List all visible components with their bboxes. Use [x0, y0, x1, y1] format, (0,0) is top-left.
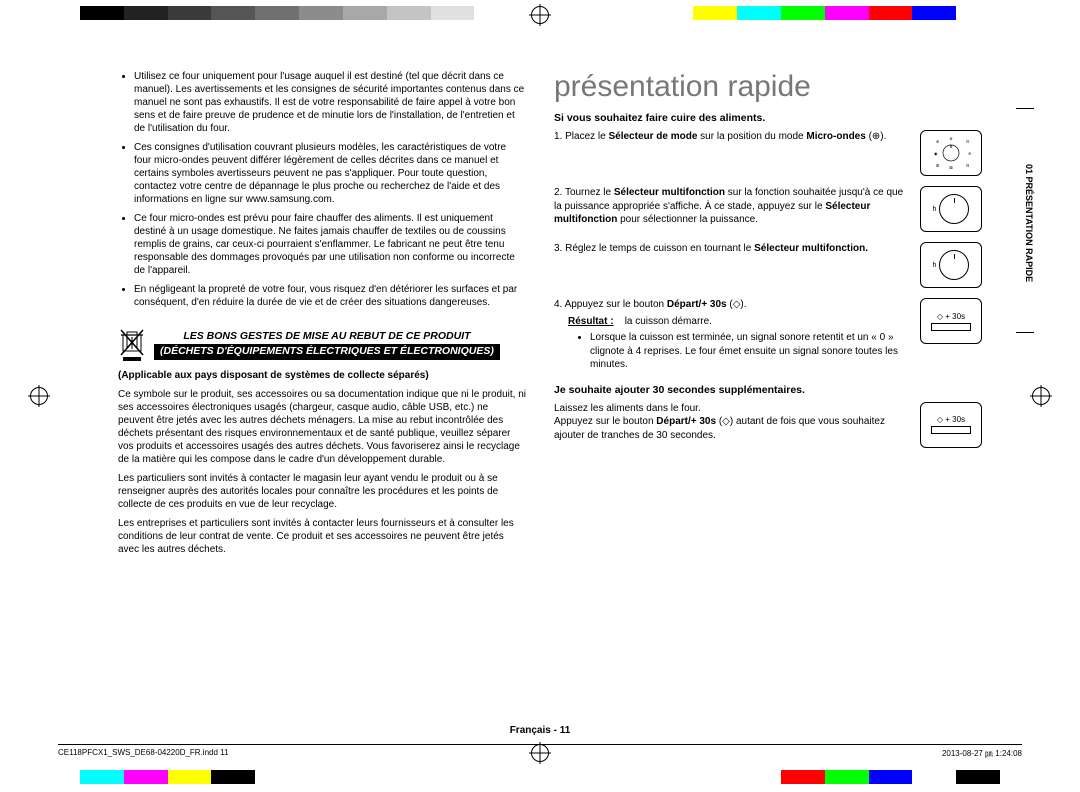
instruction-text: Laissez les aliments dans le four.: [554, 402, 910, 416]
list-item: Utilisez ce four uniquement pour l'usage…: [134, 70, 526, 135]
weee-paragraph: Les particuliers sont invités à contacte…: [118, 472, 526, 511]
step-text: (◇).: [727, 299, 747, 310]
step-text: 4. Appuyez sur le bouton: [554, 299, 667, 310]
registration-mark-icon: [1032, 387, 1050, 405]
svg-text:⊠: ⊠: [949, 165, 952, 170]
step-1: 1. Placez le Sélecteur de mode sur la po…: [554, 130, 982, 176]
icon-label: + 30s: [945, 312, 965, 321]
svg-text:※: ※: [949, 136, 952, 141]
page-title: présentation rapide: [554, 70, 982, 104]
subsection-heading: Je souhaite ajouter 30 secondes suppléme…: [554, 384, 982, 396]
step-text: (⊕).: [866, 131, 887, 142]
instruction-text-bold: Départ/+ 30s: [656, 416, 716, 427]
step-text-bold: Sélecteur multifonction: [614, 187, 725, 198]
svg-text:⊞: ⊞: [936, 163, 939, 168]
svg-text:⊟: ⊟: [966, 163, 969, 168]
weee-bin-icon: [118, 327, 146, 363]
weee-paragraph: Les entreprises et particuliers sont inv…: [118, 517, 526, 556]
print-timestamp: 2013-08-27 ㏘ 1:24:08: [942, 748, 1022, 760]
step-text: pour sélectionner la puissance.: [617, 214, 758, 225]
step-text: 3. Réglez le temps de cuisson en tournan…: [554, 243, 754, 254]
icon-label: + 30s: [945, 415, 965, 424]
svg-text:⊕: ⊕: [936, 139, 939, 144]
start-button-icon: ◇ + 30s: [920, 298, 982, 344]
subsection-heading: Si vous souhaitez faire cuire des alimen…: [554, 112, 982, 124]
svg-text:≋: ≋: [968, 151, 971, 156]
left-column: Utilisez ce four uniquement pour l'usage…: [118, 70, 526, 710]
registration-mark-icon: [30, 387, 48, 405]
step-text-bold: Départ/+ 30s: [667, 299, 727, 310]
color-bar-bottom: [80, 770, 1000, 784]
step-text: 1. Placez le: [554, 131, 608, 142]
result-bullet: Lorsque la cuisson est terminée, un sign…: [590, 331, 910, 372]
right-column: 01 PRÉSENTATION RAPIDE présentation rapi…: [554, 70, 982, 710]
print-footer: CE118PFCX1_SWS_DE68-04220D_FR.indd 11 20…: [58, 744, 1022, 760]
page-number: Français - 11: [0, 725, 1080, 736]
weee-title-line2: (DÉCHETS D'ÉQUIPEMENTS ÉLECTRIQUES ET ÉL…: [154, 344, 500, 360]
applicable-note: (Applicable aux pays disposant de systèm…: [118, 369, 526, 382]
source-file-label: CE118PFCX1_SWS_DE68-04220D_FR.indd 11: [58, 748, 228, 760]
weee-heading: LES BONS GESTES DE MISE AU REBUT DE CE P…: [118, 327, 526, 363]
step-text-bold: Sélecteur de mode: [608, 131, 697, 142]
weee-paragraph: Ce symbole sur le produit, ses accessoir…: [118, 388, 526, 466]
step-2: 2. Tournez le Sélecteur multifonction su…: [554, 186, 982, 232]
safety-bullet-list: Utilisez ce four uniquement pour l'usage…: [134, 70, 526, 309]
add-30s-block: Laissez les aliments dans le four. Appuy…: [554, 402, 982, 448]
step-text: 2. Tournez le: [554, 187, 614, 198]
svg-text:◉: ◉: [934, 151, 938, 156]
step-3: 3. Réglez le temps de cuisson en tournan…: [554, 242, 982, 288]
result-label: Résultat :: [568, 316, 614, 327]
result-text: la cuisson démarre.: [625, 316, 712, 327]
multi-dial-icon: h: [920, 242, 982, 288]
list-item: Ces consignes d'utilisation couvrant plu…: [134, 141, 526, 206]
registration-mark-icon: [531, 6, 549, 24]
instruction-text: Appuyez sur le bouton: [554, 416, 656, 427]
svg-text:⊡: ⊡: [966, 139, 969, 144]
step-text: sur la position du mode: [697, 131, 806, 142]
step-text-bold: Sélecteur multifonction.: [754, 243, 868, 254]
mode-dial-icon: ⊕ ※ ⊡ ◉ ≋ ⊞ ⊠ ⊟: [920, 130, 982, 176]
list-item: Ce four micro-ondes est prévu pour faire…: [134, 212, 526, 277]
step-4: 4. Appuyez sur le bouton Départ/+ 30s (◇…: [554, 298, 982, 372]
step-text-bold: Micro-ondes: [806, 131, 865, 142]
start-button-icon: ◇ + 30s: [920, 402, 982, 448]
list-item: En négligeant la propreté de votre four,…: [134, 283, 526, 309]
weee-title-line1: LES BONS GESTES DE MISE AU REBUT DE CE P…: [154, 330, 500, 344]
section-tab: 01 PRÉSENTATION RAPIDE: [1016, 108, 1034, 333]
multi-dial-icon: h: [920, 186, 982, 232]
page-content: Utilisez ce four uniquement pour l'usage…: [118, 70, 984, 710]
